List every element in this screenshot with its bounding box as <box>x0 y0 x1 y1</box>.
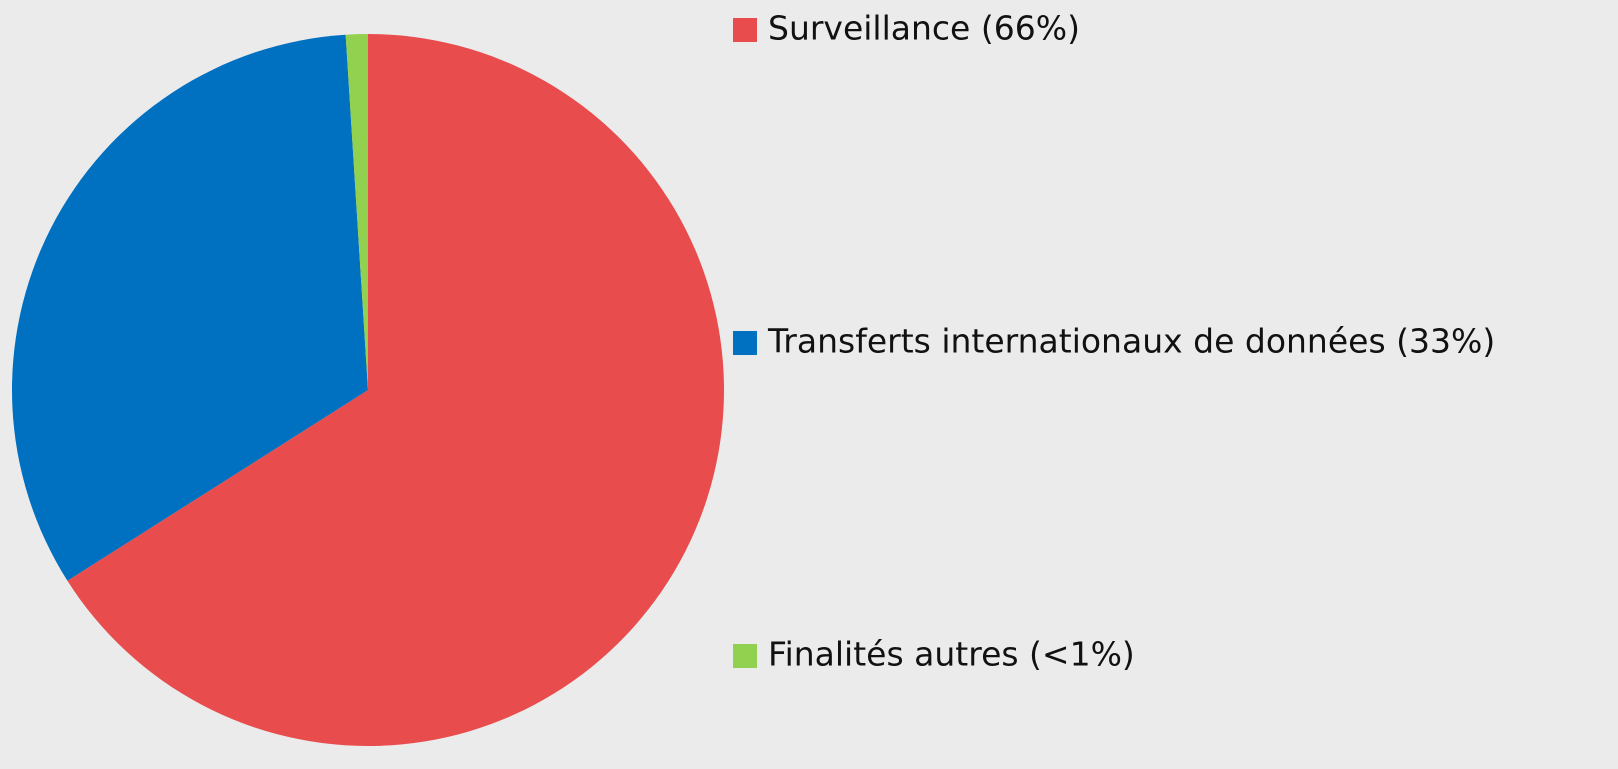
legend-swatch <box>733 644 757 668</box>
pie-slice <box>67 34 725 747</box>
legend-swatch <box>733 331 757 355</box>
legend-label: Surveillance (66%) <box>768 9 1080 48</box>
legend-label: Transferts internationaux de données (33… <box>767 322 1495 361</box>
pie-slice <box>345 34 368 390</box>
legend-swatch <box>733 18 757 42</box>
legend-label: Finalités autres (<1%) <box>768 635 1135 674</box>
pie-slice <box>12 34 369 581</box>
